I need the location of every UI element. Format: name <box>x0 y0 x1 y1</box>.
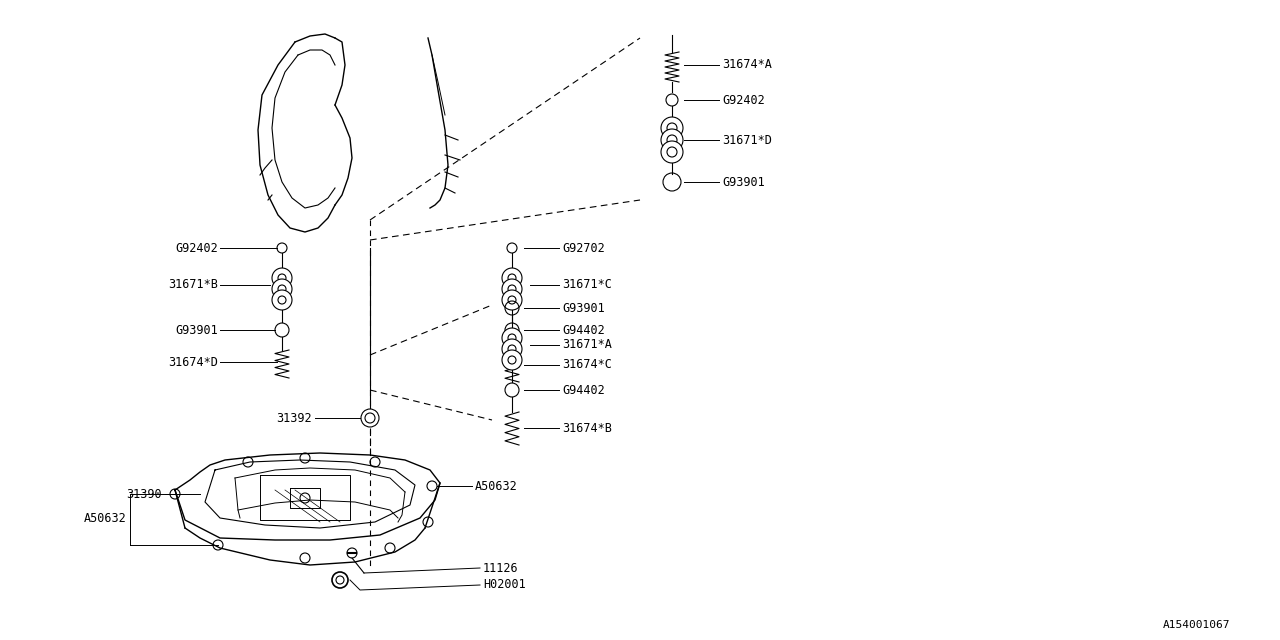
Text: G94402: G94402 <box>562 323 604 337</box>
Circle shape <box>332 572 348 588</box>
Circle shape <box>273 279 292 299</box>
Text: 31674*C: 31674*C <box>562 358 612 371</box>
Text: G92402: G92402 <box>175 241 218 255</box>
Text: 31392: 31392 <box>276 412 312 424</box>
Text: A50632: A50632 <box>475 479 517 493</box>
Text: H02001: H02001 <box>483 579 526 591</box>
Text: 31671*D: 31671*D <box>722 134 772 147</box>
Text: 31674*D: 31674*D <box>168 355 218 369</box>
Circle shape <box>660 129 684 151</box>
Text: 31674*A: 31674*A <box>722 58 772 72</box>
Circle shape <box>660 117 684 139</box>
Text: G93901: G93901 <box>722 175 764 189</box>
Circle shape <box>273 268 292 288</box>
Circle shape <box>502 279 522 299</box>
Circle shape <box>502 268 522 288</box>
Circle shape <box>502 328 522 348</box>
Text: 31674*B: 31674*B <box>562 422 612 435</box>
Circle shape <box>502 339 522 359</box>
Text: G93901: G93901 <box>175 323 218 337</box>
Text: A50632: A50632 <box>84 513 127 525</box>
Circle shape <box>361 409 379 427</box>
Circle shape <box>273 290 292 310</box>
Circle shape <box>502 350 522 370</box>
Text: 31671*C: 31671*C <box>562 278 612 291</box>
Text: G93901: G93901 <box>562 301 604 314</box>
Circle shape <box>660 141 684 163</box>
Text: A154001067: A154001067 <box>1162 620 1230 630</box>
Text: G94402: G94402 <box>562 383 604 397</box>
Circle shape <box>502 290 522 310</box>
Text: 31390: 31390 <box>127 488 163 500</box>
Text: 31671*A: 31671*A <box>562 339 612 351</box>
Text: G92702: G92702 <box>562 241 604 255</box>
Text: 11126: 11126 <box>483 561 518 575</box>
Text: G92402: G92402 <box>722 93 764 106</box>
Text: 31671*B: 31671*B <box>168 278 218 291</box>
